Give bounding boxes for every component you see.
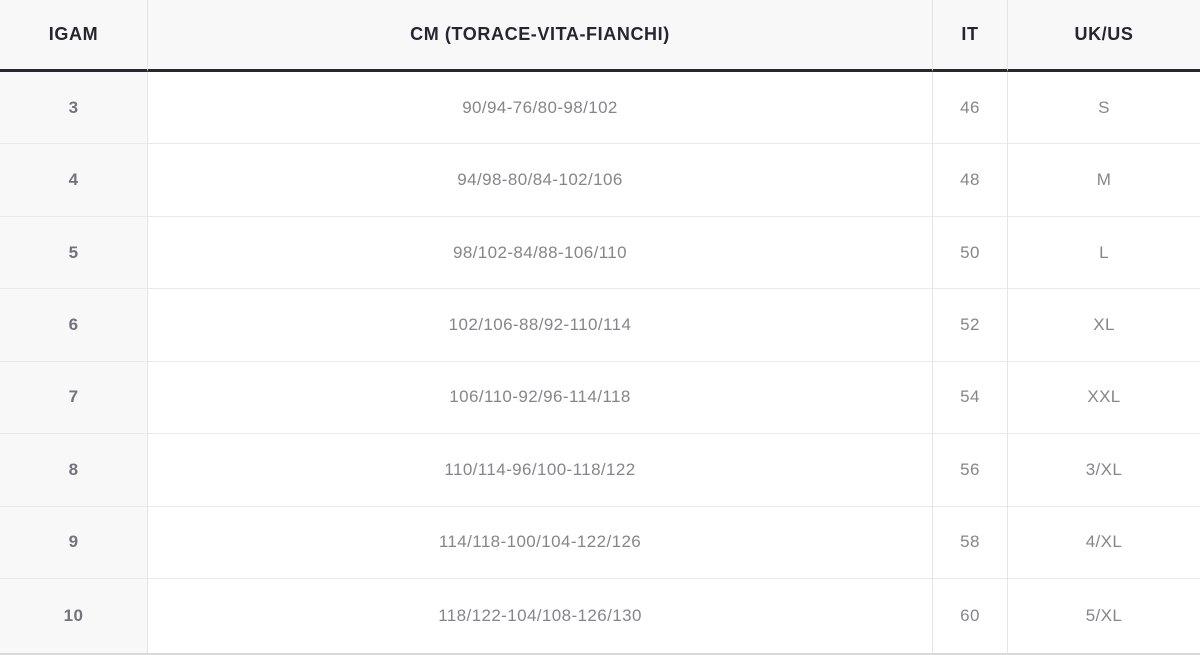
cell-igam: 10 (0, 579, 148, 655)
cell-cm: 118/122-104/108-126/130 (148, 579, 933, 655)
cell-ukus: L (1008, 216, 1200, 290)
cell-igam: 3 (0, 72, 148, 145)
cell-it: 60 (933, 579, 1008, 655)
cell-igam: 6 (0, 289, 148, 362)
column-header-igam: IGAM (0, 0, 148, 72)
cell-ukus: S (1008, 72, 1200, 145)
cell-igam: 4 (0, 144, 148, 217)
table-row: 4 94/98-80/84-102/106 48 M (0, 144, 1200, 217)
cell-cm: 110/114-96/100-118/122 (148, 434, 933, 507)
cell-cm: 98/102-84/88-106/110 (148, 216, 933, 290)
cell-ukus: M (1008, 144, 1200, 217)
cell-cm: 102/106-88/92-110/114 (148, 289, 933, 362)
table-row: 9 114/118-100/104-122/126 58 4/XL (0, 506, 1200, 580)
table-row: 10 118/122-104/108-126/130 60 5/XL (0, 579, 1200, 655)
cell-igam: 8 (0, 434, 148, 507)
cell-cm: 94/98-80/84-102/106 (148, 144, 933, 217)
cell-it: 58 (933, 506, 1008, 580)
cell-ukus: 4/XL (1008, 506, 1200, 580)
column-header-cm: CM (TORACE-VITA-FIANCHI) (148, 0, 933, 72)
cell-ukus: XXL (1008, 361, 1200, 435)
cell-igam: 5 (0, 216, 148, 290)
cell-cm: 106/110-92/96-114/118 (148, 361, 933, 435)
cell-it: 50 (933, 216, 1008, 290)
cell-ukus: XL (1008, 289, 1200, 362)
table-row: 6 102/106-88/92-110/114 52 XL (0, 289, 1200, 362)
cell-igam: 9 (0, 506, 148, 580)
column-header-it: IT (933, 0, 1008, 72)
table-row: 5 98/102-84/88-106/110 50 L (0, 216, 1200, 290)
cell-it: 48 (933, 144, 1008, 217)
cell-ukus: 3/XL (1008, 434, 1200, 507)
column-header-ukus: UK/US (1008, 0, 1200, 72)
table-row: 3 90/94-76/80-98/102 46 S (0, 72, 1200, 145)
cell-it: 52 (933, 289, 1008, 362)
table-header: IGAM CM (TORACE-VITA-FIANCHI) IT UK/US (0, 0, 1200, 72)
table-row: 8 110/114-96/100-118/122 56 3/XL (0, 434, 1200, 507)
cell-cm: 114/118-100/104-122/126 (148, 506, 933, 580)
cell-igam: 7 (0, 361, 148, 435)
table-body: 3 90/94-76/80-98/102 46 S 4 94/98-80/84-… (0, 72, 1200, 655)
cell-it: 46 (933, 72, 1008, 145)
cell-cm: 90/94-76/80-98/102 (148, 72, 933, 145)
cell-it: 54 (933, 361, 1008, 435)
table-header-row: IGAM CM (TORACE-VITA-FIANCHI) IT UK/US (0, 0, 1200, 72)
cell-ukus: 5/XL (1008, 579, 1200, 655)
cell-it: 56 (933, 434, 1008, 507)
table-row: 7 106/110-92/96-114/118 54 XXL (0, 361, 1200, 435)
